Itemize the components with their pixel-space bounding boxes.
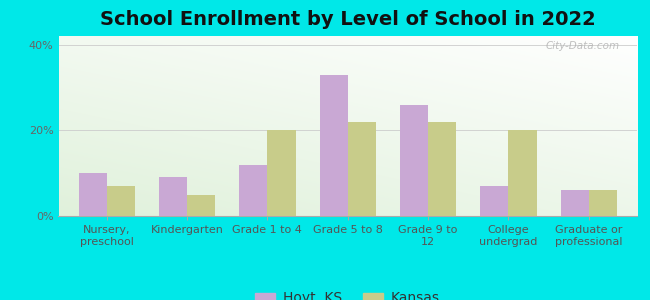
- Bar: [348, 122, 376, 216]
- Bar: [508, 130, 536, 216]
- Bar: [107, 186, 135, 216]
- Bar: [267, 130, 296, 216]
- Bar: [187, 195, 215, 216]
- Bar: [428, 122, 456, 216]
- Bar: [320, 75, 348, 216]
- Bar: [79, 173, 107, 216]
- Bar: [589, 190, 617, 216]
- Bar: [400, 105, 428, 216]
- Bar: [480, 186, 508, 216]
- Legend: Hoyt, KS, Kansas: Hoyt, KS, Kansas: [255, 291, 440, 300]
- Title: School Enrollment by Level of School in 2022: School Enrollment by Level of School in …: [100, 10, 595, 29]
- Bar: [159, 177, 187, 216]
- Text: City-Data.com: City-Data.com: [545, 41, 619, 51]
- Bar: [239, 165, 267, 216]
- Bar: [561, 190, 589, 216]
